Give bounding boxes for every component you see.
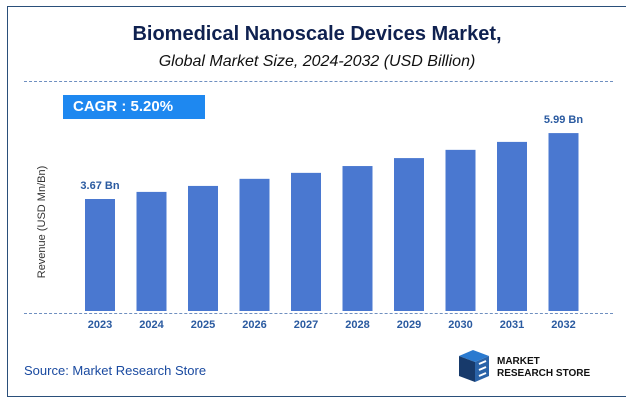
x-tick-label: 2031: [500, 319, 524, 331]
bar-2031: [497, 141, 527, 311]
x-axis-line: [24, 313, 613, 314]
source-note: Source: Market Research Store: [24, 363, 207, 378]
x-tick-label: 2023: [88, 319, 112, 331]
x-tick-label: 2025: [191, 319, 215, 331]
bar-2032: [548, 133, 579, 311]
chart-frame: Biomedical Nanoscale Devices Market, Glo…: [7, 6, 626, 397]
x-tick-label: 2024: [139, 319, 164, 331]
market-research-store-logo: MARKET RESEARCH STORE: [453, 350, 603, 389]
x-tick-label: 2030: [448, 319, 472, 331]
chart-subtitle: Global Market Size, 2024-2032 (USD Billi…: [158, 53, 476, 70]
logo-text-1: MARKET: [497, 356, 540, 367]
bar-2024: [136, 191, 167, 311]
bar-2030: [445, 149, 476, 311]
logo-text-2: RESEARCH STORE: [497, 368, 590, 379]
x-tick-label: 2032: [551, 319, 575, 331]
x-tick-label: 2026: [242, 319, 266, 331]
x-tick-label: 2028: [345, 319, 369, 331]
divider: [24, 81, 613, 82]
bar-2029: [394, 158, 424, 311]
bar-plot: 2023 3.67 Bn 2024 2025 2026 2027 2028 2029 2030 2…: [80, 114, 583, 331]
bar-2028: [342, 166, 373, 311]
x-tick-label: 2027: [294, 319, 318, 331]
chart-title: Biomedical Nanoscale Devices Market,: [132, 23, 502, 45]
data-label: 3.67 Bn: [80, 180, 119, 192]
data-label: 5.99 Bn: [544, 114, 583, 126]
bar-2023: [85, 199, 115, 311]
cagr-badge: CAGR : 5.20%: [63, 95, 205, 119]
bar-2027: [291, 172, 321, 311]
bar-2025: [188, 185, 218, 311]
x-tick-label: 2029: [397, 319, 421, 331]
cube-logo-icon: [459, 350, 489, 382]
bar-2026: [239, 178, 270, 311]
